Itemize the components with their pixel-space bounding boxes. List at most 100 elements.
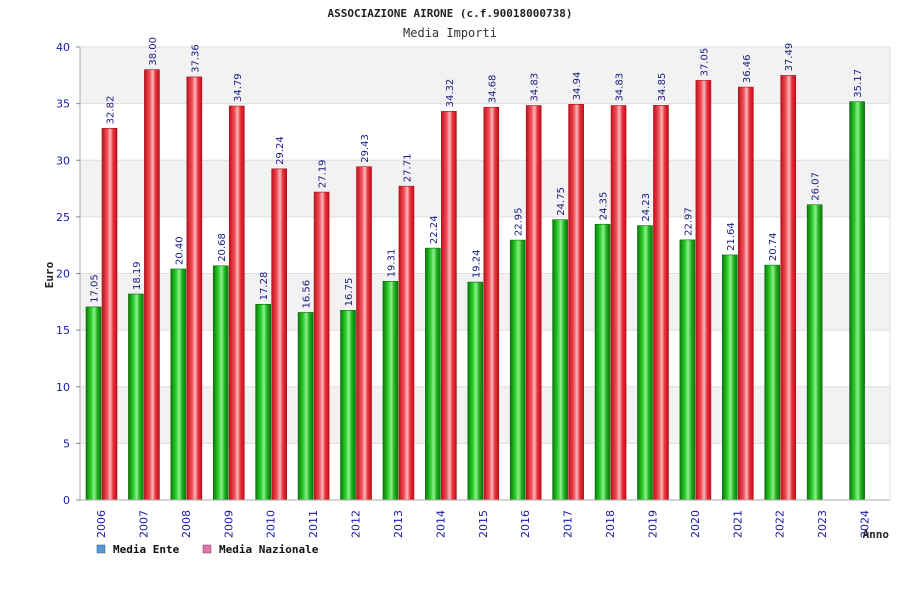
x-axis-label: Anno	[863, 528, 890, 541]
legend: Media Ente Media Nazionale	[96, 543, 319, 556]
data-label: 22.97	[683, 207, 694, 236]
bar-media-ente-2013	[382, 281, 399, 501]
data-label: 27.19	[318, 159, 329, 188]
data-label: 32.82	[106, 96, 117, 125]
x-tick-label: 2019	[646, 510, 659, 538]
bar-media-ente-2020	[679, 239, 696, 501]
data-label: 37.36	[190, 44, 201, 73]
y-tick-label: 15	[56, 324, 70, 337]
x-tick-label: 2009	[222, 510, 235, 538]
bar-media-ente-2022	[764, 264, 781, 501]
chart-subtitle: Media Importi	[403, 26, 497, 40]
data-label: 26.07	[811, 172, 822, 201]
bar-media-ente-2019	[637, 225, 653, 501]
data-label: 19.31	[386, 249, 397, 278]
y-tick-label: 5	[63, 437, 70, 450]
data-label: 20.74	[768, 232, 779, 261]
data-label: 38.00	[148, 37, 159, 66]
data-label: 34.68	[487, 75, 498, 104]
bar-media-ente-2018	[594, 223, 611, 501]
x-tick-label: 2017	[562, 510, 575, 538]
data-label: 34.83	[530, 73, 541, 102]
data-label: 17.28	[259, 272, 270, 301]
legend-label-nazionale: Media Nazionale	[219, 543, 319, 556]
data-label: 21.64	[726, 222, 737, 251]
x-tick-label: 2011	[307, 510, 320, 538]
bar-media-nazionale-2012	[356, 166, 372, 501]
x-tick-label: 2018	[604, 510, 617, 538]
data-label: 22.24	[429, 215, 440, 244]
x-tick-label: 2012	[350, 510, 363, 538]
chart-title: ASSOCIAZIONE AIRONE (c.f.90018000738)	[327, 7, 572, 20]
x-tick-label: 2021	[731, 510, 744, 538]
bar-media-ente-2012	[340, 310, 356, 501]
bar-media-nazionale-2020	[695, 80, 712, 501]
x-tick-label: 2015	[477, 510, 490, 538]
plot-band	[80, 47, 890, 104]
bar-media-nazionale-2008	[186, 76, 203, 501]
bar-media-ente-2015	[467, 281, 484, 501]
bar-media-nazionale-2009	[228, 105, 245, 501]
bar-media-nazionale-2011	[313, 191, 330, 501]
data-label: 19.24	[471, 249, 482, 278]
y-tick-label: 30	[56, 154, 70, 167]
bar-media-nazionale-2013	[398, 185, 415, 501]
data-label: 37.49	[784, 43, 795, 72]
data-label: 34.85	[657, 73, 668, 102]
bar-media-ente-2006	[85, 306, 102, 501]
data-label: 22.95	[514, 207, 525, 236]
data-labels: 17.05 32.82 18.19 38.00 20.40 37.36 20.68 34.79…	[90, 37, 865, 308]
y-tick-label: 40	[56, 41, 70, 54]
data-label: 24.75	[556, 187, 567, 216]
data-label: 29.24	[275, 136, 286, 165]
bar-media-nazionale-2018	[610, 105, 627, 501]
y-tick-label: 35	[56, 98, 70, 111]
x-tick-label: 2007	[137, 510, 150, 538]
bar-media-nazionale-2014	[441, 111, 457, 501]
data-label: 24.35	[599, 192, 610, 221]
data-label: 16.56	[302, 280, 313, 309]
x-axis-ticks: 2006 2007 2008 2009 2010 2011 2012 2013 2014 2015…	[95, 510, 872, 538]
y-tick-label: 25	[56, 211, 70, 224]
bar-media-ente-2010	[255, 304, 271, 501]
bar-media-nazionale-2015	[483, 106, 500, 501]
x-tick-label: 2014	[434, 510, 447, 538]
bar-media-ente-2007	[128, 293, 144, 501]
data-label: 17.05	[90, 274, 101, 303]
data-label: 34.32	[445, 79, 456, 108]
data-label: 36.46	[742, 54, 753, 83]
bar-media-ente-2017	[552, 219, 568, 501]
x-tick-label: 2020	[689, 510, 702, 538]
bar-media-ente-2023	[806, 204, 823, 501]
bar-media-ente-2008	[170, 268, 187, 501]
bar-media-ente-2016	[509, 239, 526, 501]
x-tick-label: 2016	[519, 510, 532, 538]
axes	[76, 46, 891, 501]
legend-label-ente: Media Ente	[113, 543, 180, 556]
y-tick-label: 20	[56, 268, 70, 281]
bar-media-ente-2011	[297, 312, 314, 501]
x-tick-label: 2006	[95, 510, 108, 538]
bar-media-nazionale-2006	[101, 128, 118, 501]
x-tick-label: 2024	[859, 510, 872, 538]
bar-media-ente-2014	[425, 247, 441, 501]
data-label: 35.17	[853, 69, 864, 98]
data-label: 27.71	[402, 154, 413, 183]
data-label: 20.40	[174, 236, 185, 265]
x-tick-label: 2013	[392, 510, 405, 538]
data-label: 37.05	[699, 48, 710, 77]
bar-media-nazionale-2007	[144, 69, 160, 501]
data-label: 34.94	[572, 72, 583, 101]
legend-swatch-nazionale	[202, 544, 212, 554]
bar-media-ente-2009	[212, 265, 229, 501]
y-tick-label: 0	[63, 494, 70, 507]
legend-swatch-ente	[96, 544, 106, 554]
data-label: 20.68	[217, 233, 228, 262]
data-label: 24.23	[641, 193, 652, 222]
bar-media-nazionale-2017	[568, 104, 584, 501]
data-label: 34.83	[615, 73, 626, 102]
bar-media-nazionale-2016	[525, 105, 542, 501]
data-label: 29.43	[360, 134, 371, 163]
data-label: 34.79	[233, 73, 244, 102]
y-axis-label: Euro	[43, 261, 56, 288]
